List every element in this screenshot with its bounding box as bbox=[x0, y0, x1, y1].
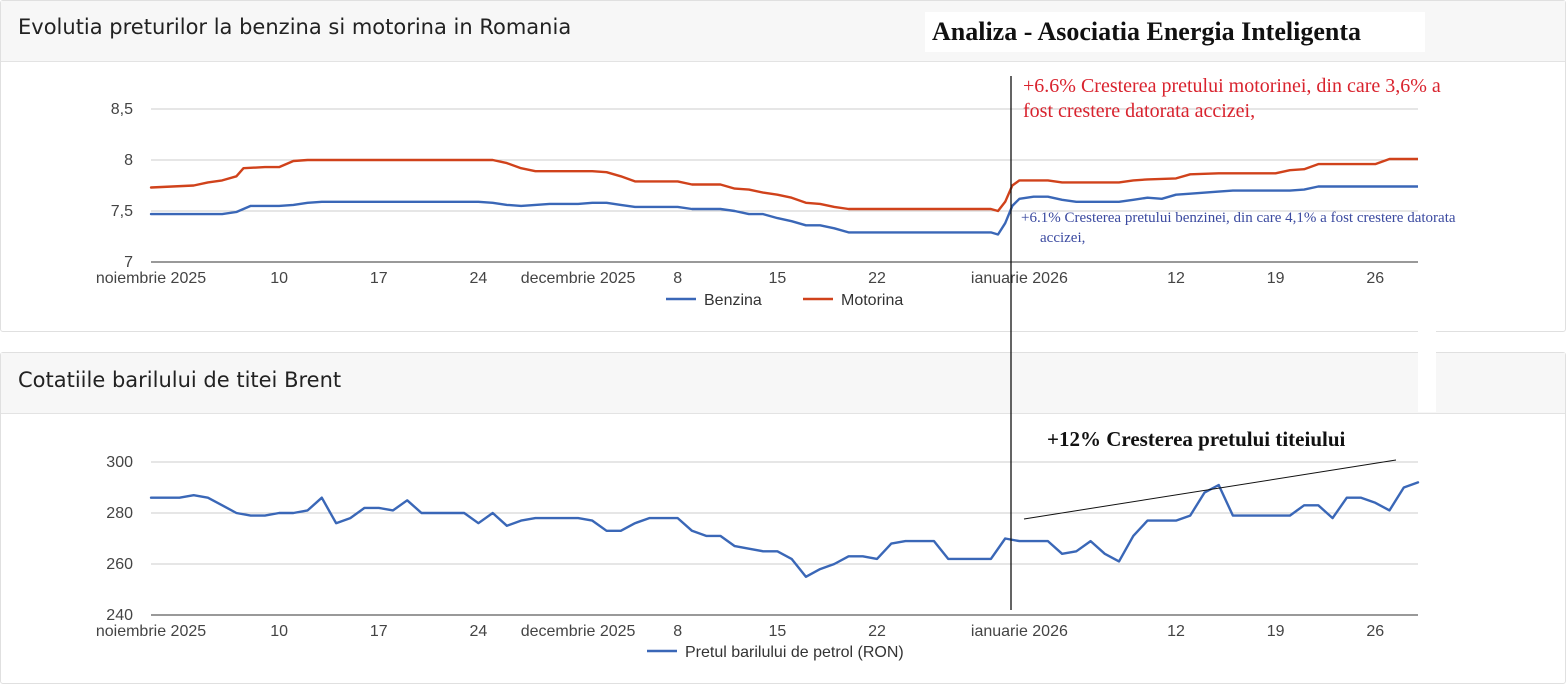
c2-legend-label: Pretul barilului de petrol (RON) bbox=[685, 644, 904, 661]
c2-xtick-label: decembrie 2025 bbox=[521, 623, 636, 640]
c2-ytick-label: 260 bbox=[106, 556, 133, 573]
c2-xtick-label: noiembrie 2025 bbox=[96, 623, 206, 640]
brent-note: +12% Cresterea pretului titeiului bbox=[1047, 427, 1346, 451]
c2-ytick-label: 300 bbox=[106, 454, 133, 471]
fuel-chart-title: Evolutia preturilor la benzina si motori… bbox=[18, 15, 572, 39]
motorina-note-line1: +6.6% Cresterea pretului motorinei, din … bbox=[1023, 75, 1441, 97]
c1-xtick-label: 24 bbox=[470, 270, 488, 287]
overlay-title-backdrop bbox=[925, 12, 1425, 52]
c2-xtick-label: 24 bbox=[470, 623, 488, 640]
c1-xtick-label: 22 bbox=[868, 270, 886, 287]
brent-chart-title: Cotatiile barilului de titei Brent bbox=[18, 368, 342, 392]
c1-ytick-label: 8,5 bbox=[111, 101, 133, 118]
overlay-title: Analiza - Asociatia Energia Inteligenta bbox=[932, 17, 1361, 46]
c1-series-benzina bbox=[149, 185, 1420, 236]
fuel-price-panel: Evolutia preturilor la benzina si motori… bbox=[0, 0, 1566, 332]
c1-ytick-label: 7,5 bbox=[111, 203, 133, 220]
c1-legend-label: Benzina bbox=[704, 292, 762, 309]
benzina-note-line1: +6.1% Cresterea pretului benzinei, din c… bbox=[1021, 210, 1456, 226]
c1-xtick-label: 17 bbox=[370, 270, 388, 287]
brent-trend-line bbox=[1023, 459, 1397, 520]
c2-ytick-label: 280 bbox=[106, 505, 133, 522]
c1-xtick-label: ianuarie 2026 bbox=[971, 270, 1068, 287]
c2-xtick-label: 10 bbox=[270, 623, 288, 640]
brent-panel-header: Cotatiile barilului de titei Brent bbox=[1, 353, 1565, 414]
c1-xtick-label: 15 bbox=[768, 270, 786, 287]
c1-xtick-label: 10 bbox=[270, 270, 288, 287]
c1-series-motorina bbox=[149, 157, 1420, 213]
c2-xtick-label: 12 bbox=[1167, 623, 1185, 640]
c2-xtick-label: 8 bbox=[673, 623, 682, 640]
c1-ytick-label: 7 bbox=[124, 254, 133, 271]
motorina-note-line2: fost crestere datorata accizei, bbox=[1023, 100, 1255, 122]
c2-xtick-label: 26 bbox=[1366, 623, 1384, 640]
c1-xtick-label: 12 bbox=[1167, 270, 1185, 287]
annotation-mask bbox=[1418, 62, 1436, 412]
benzina-note-line2: accizei, bbox=[1040, 230, 1085, 246]
c1-legend-label: Motorina bbox=[841, 292, 903, 309]
c2-xtick-label: 22 bbox=[868, 623, 886, 640]
c1-xtick-label: 19 bbox=[1267, 270, 1285, 287]
brent-panel: Cotatiile barilului de titei Brent bbox=[0, 352, 1566, 684]
c1-xtick-label: decembrie 2025 bbox=[521, 270, 636, 287]
c2-ytick-label: 240 bbox=[106, 607, 133, 624]
c1-xtick-label: 8 bbox=[673, 270, 682, 287]
c2-xtick-label: ianuarie 2026 bbox=[971, 623, 1068, 640]
c2-xtick-label: 15 bbox=[768, 623, 786, 640]
c1-xtick-label: noiembrie 2025 bbox=[96, 270, 206, 287]
c1-xtick-label: 26 bbox=[1366, 270, 1384, 287]
brent-chart: 240 260 280 300 noiembrie 2025 10 17 24 decembr… bbox=[96, 454, 1420, 661]
fuel-price-chart: 7 7,5 8 8,5 noiembrie 2025 10 17 24 decembrie 2… bbox=[96, 101, 1420, 309]
c2-xtick-label: 17 bbox=[370, 623, 388, 640]
c1-ytick-label: 8 bbox=[124, 152, 133, 169]
c2-xtick-label: 19 bbox=[1267, 623, 1285, 640]
